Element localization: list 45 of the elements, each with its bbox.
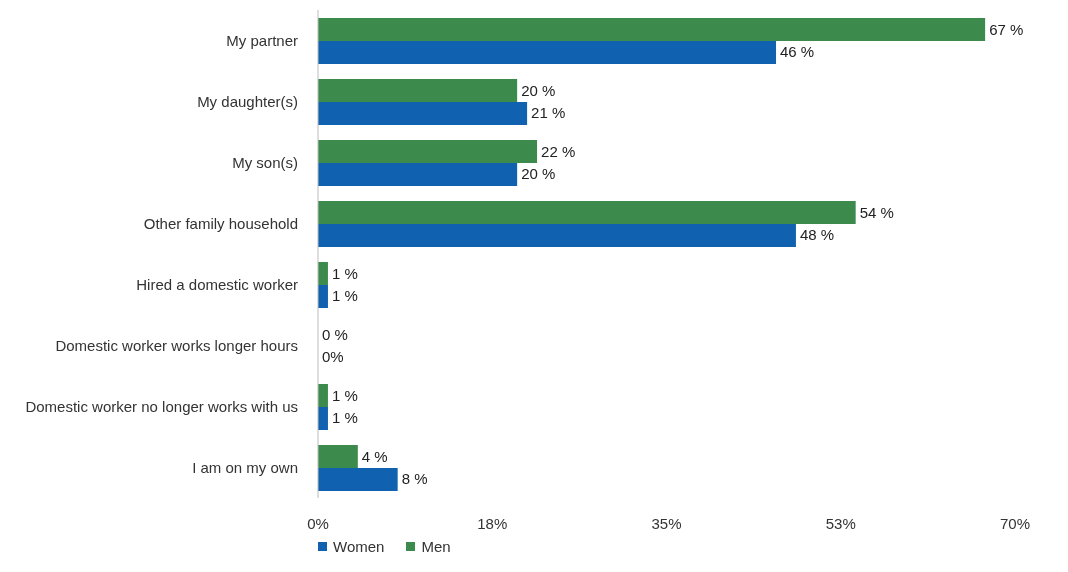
bar	[318, 468, 398, 491]
data-label: 0%	[322, 348, 344, 366]
x-tick-label: 70%	[999, 514, 1031, 532]
data-label: 21 %	[531, 104, 566, 122]
legend-label: Women	[333, 538, 385, 555]
data-label: 20 %	[521, 165, 556, 183]
x-tick-label: 35%	[651, 514, 682, 532]
y-tick-label: My partner	[226, 31, 298, 49]
data-label: 54 %	[859, 203, 894, 221]
bar	[318, 18, 986, 41]
bar	[318, 262, 328, 285]
x-tick-label: 0%	[307, 514, 329, 532]
bar	[318, 201, 856, 224]
bar	[318, 163, 518, 186]
bar	[318, 102, 528, 125]
data-label: 1 %	[331, 386, 358, 404]
data-label: 1 %	[331, 264, 358, 282]
bar	[318, 445, 358, 468]
bar	[318, 407, 328, 430]
y-tick-label: My son(s)	[232, 153, 298, 171]
data-label: 0 %	[322, 325, 348, 343]
legend-label: Men	[421, 538, 451, 555]
data-label: 48 %	[799, 226, 835, 244]
data-label: 22 %	[541, 142, 576, 160]
data-label: 4 %	[361, 447, 388, 465]
y-tick-label: Domestic worker works longer hours	[55, 336, 298, 354]
data-label: 67 %	[989, 20, 1024, 38]
bar	[318, 384, 328, 407]
x-tick-label: 53%	[825, 514, 856, 532]
y-tick-label: Hired a domestic worker	[136, 275, 298, 293]
bar	[318, 140, 538, 163]
data-label: 8 %	[401, 470, 428, 488]
x-tick-label: 18%	[477, 514, 508, 532]
bar	[318, 79, 518, 102]
bar	[318, 285, 328, 308]
bar	[318, 41, 777, 64]
data-label: 20 %	[521, 81, 556, 99]
data-label: 46 %	[780, 43, 815, 61]
y-tick-label: I am on my own	[192, 458, 298, 476]
y-tick-label: Other family household	[143, 214, 298, 232]
y-tick-label: Domestic worker no longer works with us	[25, 397, 298, 415]
bar	[318, 224, 796, 247]
data-label: 1 %	[331, 287, 358, 305]
y-tick-label: My daughter(s)	[197, 92, 298, 110]
data-label: 1 %	[331, 409, 358, 427]
